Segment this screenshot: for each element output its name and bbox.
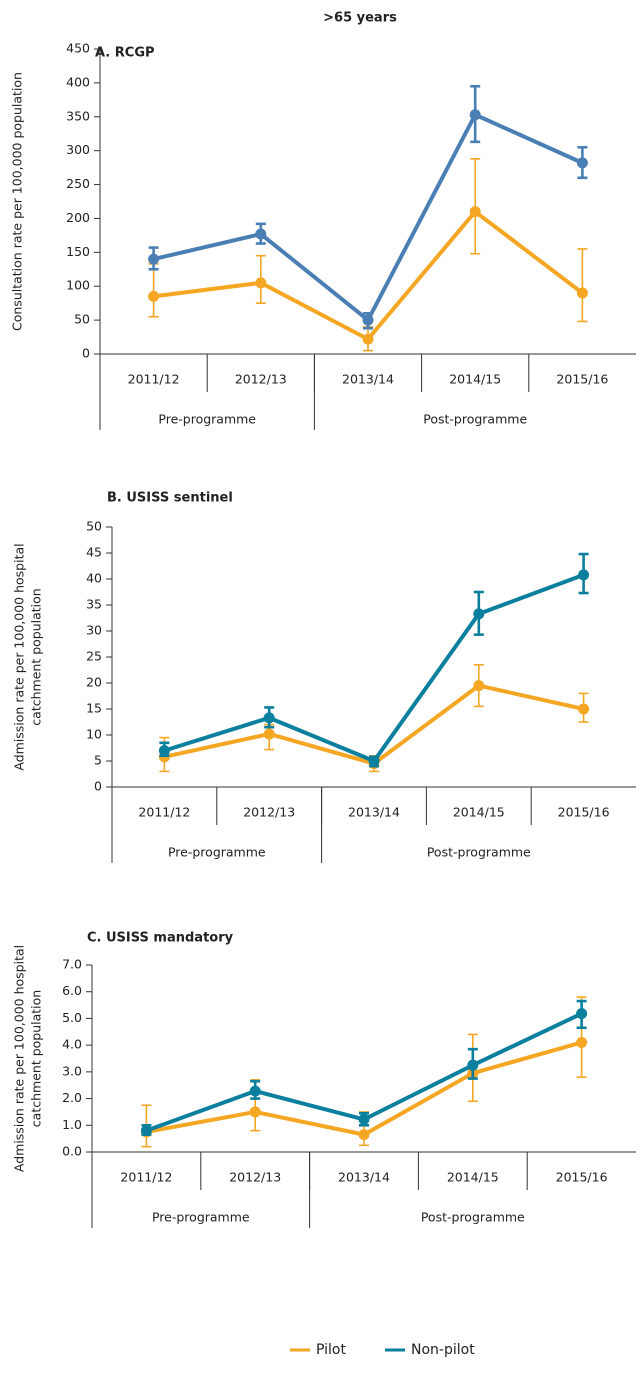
data-point	[158, 745, 170, 757]
y-tick-label: 10	[86, 727, 102, 742]
group-label: Post-programme	[427, 845, 531, 860]
y-tick-label: 100	[66, 278, 90, 293]
x-tick-label: 2012/13	[229, 1170, 281, 1185]
data-point	[578, 569, 590, 581]
data-point	[358, 1129, 370, 1141]
x-tick-label: 2013/14	[348, 805, 400, 820]
data-point	[148, 290, 160, 302]
data-point	[473, 680, 485, 692]
data-point	[362, 314, 374, 326]
group-label: Post-programme	[421, 1210, 525, 1225]
data-point	[576, 157, 588, 169]
data-point	[467, 1059, 479, 1071]
data-point	[576, 1008, 588, 1020]
y-axis-label: Consultation rate per 100,000 population	[10, 72, 25, 331]
panel-title: C. USISS mandatory	[87, 931, 234, 946]
data-point	[263, 712, 275, 724]
data-point	[576, 1036, 588, 1048]
data-point	[473, 608, 485, 620]
group-label: Pre-programme	[158, 412, 256, 427]
data-point	[249, 1085, 261, 1097]
y-axis-label: Admission rate per 100,000 hospital	[12, 945, 27, 1172]
y-tick-label: 6.0	[62, 983, 82, 998]
y-tick-label: 30	[86, 623, 102, 638]
data-point	[263, 728, 275, 740]
data-point	[362, 333, 374, 345]
legend-label: Non-pilot	[411, 1342, 475, 1358]
data-point	[148, 253, 160, 265]
x-tick-label: 2011/12	[120, 1170, 172, 1185]
y-axis-label: Admission rate per 100,000 hospital	[12, 543, 27, 770]
y-tick-label: 450	[66, 41, 90, 56]
x-tick-label: 2014/15	[449, 372, 501, 387]
y-tick-label: 350	[66, 108, 90, 123]
y-tick-label: 5	[94, 753, 102, 768]
y-axis-label: catchment population	[29, 588, 44, 725]
x-tick-label: 2015/16	[556, 372, 608, 387]
x-tick-label: 2013/14	[338, 1170, 390, 1185]
y-tick-label: 20	[86, 675, 102, 690]
y-tick-label: 40	[86, 571, 102, 586]
series-line	[163, 683, 585, 766]
data-point	[469, 206, 481, 218]
x-tick-label: 2015/16	[556, 1170, 608, 1185]
y-tick-label: 1.0	[62, 1117, 82, 1132]
y-tick-label: 0	[94, 779, 102, 794]
error-bar	[577, 248, 588, 323]
figure-title: >65 years	[323, 11, 397, 26]
x-tick-label: 2014/15	[453, 805, 505, 820]
error-bar	[148, 263, 159, 318]
x-tick-label: 2015/16	[558, 805, 610, 820]
data-point	[249, 1106, 261, 1118]
data-point	[140, 1125, 152, 1137]
y-tick-label: 0	[82, 346, 90, 361]
y-tick-label: 25	[86, 649, 102, 664]
y-tick-label: 200	[66, 210, 90, 225]
data-point	[576, 287, 588, 299]
y-tick-label: 2.0	[62, 1090, 82, 1105]
x-tick-label: 2011/12	[128, 372, 180, 387]
y-tick-label: 15	[86, 701, 102, 716]
y-tick-label: 4.0	[62, 1037, 82, 1052]
x-tick-label: 2012/13	[235, 372, 287, 387]
y-tick-label: 3.0	[62, 1063, 82, 1078]
panel-title: B. USISS sentinel	[107, 491, 233, 506]
y-tick-label: 7.0	[62, 957, 82, 972]
x-tick-label: 2012/13	[243, 805, 295, 820]
data-point	[578, 703, 590, 715]
y-tick-label: 300	[66, 142, 90, 157]
group-label: Post-programme	[423, 412, 527, 427]
y-tick-label: 250	[66, 176, 90, 191]
y-tick-label: 5.0	[62, 1010, 82, 1025]
y-tick-label: 35	[86, 597, 102, 612]
data-point	[255, 277, 267, 289]
y-axis-label: catchment population	[29, 990, 44, 1127]
group-label: Pre-programme	[168, 845, 266, 860]
y-tick-label: 0.0	[62, 1144, 82, 1159]
data-point	[469, 109, 481, 121]
y-tick-label: 50	[86, 519, 102, 534]
data-point	[255, 228, 267, 240]
data-point	[368, 755, 380, 767]
panel-title: A. RCGP	[95, 46, 155, 61]
legend-label: Pilot	[316, 1342, 346, 1358]
group-label: Pre-programme	[152, 1210, 250, 1225]
y-tick-label: 45	[86, 545, 102, 560]
x-tick-label: 2013/14	[342, 372, 394, 387]
y-tick-label: 50	[74, 312, 90, 327]
y-tick-label: 150	[66, 244, 90, 259]
y-tick-label: 400	[66, 74, 90, 89]
data-point	[358, 1113, 370, 1125]
x-tick-label: 2011/12	[138, 805, 190, 820]
series-line	[163, 572, 585, 763]
x-tick-label: 2014/15	[447, 1170, 499, 1185]
